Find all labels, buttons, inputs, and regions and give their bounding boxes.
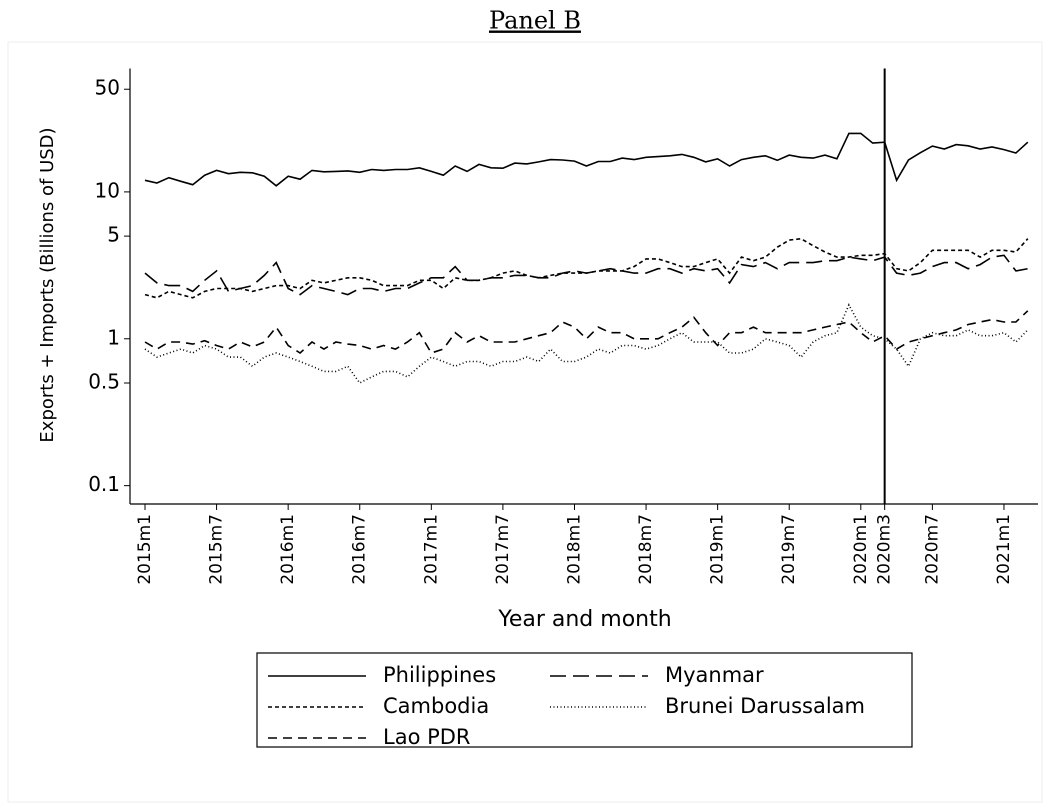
x-axis-label: Year and month <box>497 607 671 632</box>
x-tick-label: 2016m7 <box>350 514 370 585</box>
legend <box>256 652 913 748</box>
x-tick-label: 2016m1 <box>278 514 298 585</box>
x-tick-label: 2020m3 <box>875 514 895 585</box>
x-tick-label: 2019m1 <box>708 514 728 585</box>
series-line <box>144 303 1029 385</box>
x-tick-label: 2015m1 <box>135 514 155 585</box>
series-line <box>144 132 1029 187</box>
chart-title: Panel B <box>489 7 581 35</box>
x-tick-label: 2017m7 <box>493 514 513 585</box>
x-tick-label: 2018m7 <box>636 514 656 585</box>
series-line <box>144 310 1029 355</box>
x-tick-label: 2018m1 <box>564 514 584 585</box>
y-tick-label: 50 <box>95 76 120 100</box>
y-tick-label: 10 <box>95 178 120 202</box>
x-tick-label: 2015m7 <box>207 514 227 585</box>
y-tick-label: 0.1 <box>88 472 120 496</box>
legend-label: Myanmar <box>665 663 764 687</box>
legend-label: Brunei Darussalam <box>665 694 865 718</box>
y-tick-label: 1 <box>107 325 120 349</box>
legend-label: Lao PDR <box>383 725 471 749</box>
x-tick-label: 2021m1 <box>994 514 1014 585</box>
x-tick-label: 2020m1 <box>851 514 871 585</box>
x-tick-label: 2017m1 <box>421 514 441 585</box>
series-line <box>144 254 1028 296</box>
plot-region <box>7 41 1043 803</box>
x-tick-label: 2019m7 <box>779 514 799 585</box>
y-axis-label: Exports + Imports (Billions of USD) <box>37 127 58 442</box>
y-tick-label: 0.5 <box>88 369 120 393</box>
y-tick-label: 5 <box>107 223 120 247</box>
legend-label: Philippines <box>383 663 496 687</box>
legend-label: Cambodia <box>383 694 489 718</box>
x-tick-label: 2020m7 <box>922 514 942 585</box>
series-line <box>144 237 1029 299</box>
